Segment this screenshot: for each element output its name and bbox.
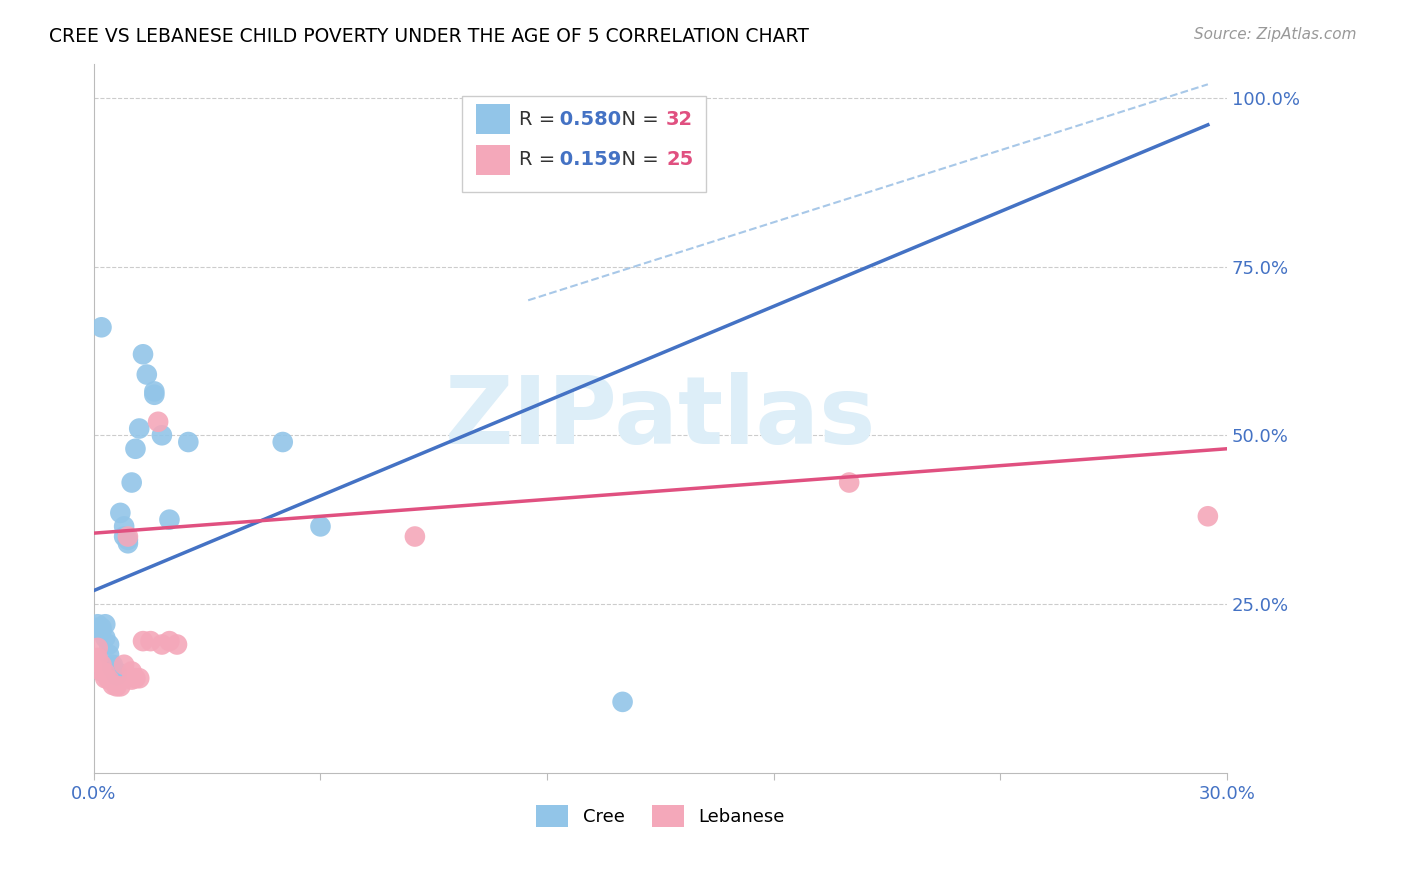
Point — [86, 651, 108, 665]
Point — [105, 665, 128, 679]
Text: Source: ZipAtlas.com: Source: ZipAtlas.com — [1194, 27, 1357, 42]
Point — [143, 384, 166, 399]
Point — [271, 435, 294, 450]
Point — [150, 428, 173, 442]
Point — [110, 506, 132, 520]
Legend: Cree, Lebanese: Cree, Lebanese — [529, 798, 792, 835]
Point — [101, 661, 124, 675]
Point — [94, 671, 117, 685]
Point — [132, 347, 155, 361]
Point — [90, 624, 112, 638]
Point — [159, 634, 181, 648]
Point — [94, 617, 117, 632]
Bar — [475, 145, 509, 175]
Point — [90, 665, 112, 679]
Point — [86, 621, 108, 635]
Point — [1197, 509, 1219, 524]
Point — [101, 678, 124, 692]
Text: N =: N = — [609, 110, 665, 128]
Text: 25: 25 — [666, 150, 693, 169]
Point — [612, 118, 634, 132]
Point — [105, 668, 128, 682]
Text: 0.580: 0.580 — [553, 110, 621, 128]
Point — [128, 671, 150, 685]
Text: R =: R = — [519, 110, 561, 128]
Point — [90, 621, 112, 635]
Point — [86, 640, 108, 655]
Text: N =: N = — [609, 150, 665, 169]
Point — [309, 519, 332, 533]
Bar — [475, 104, 509, 134]
Text: 32: 32 — [666, 110, 693, 128]
Text: ZIPatlas: ZIPatlas — [444, 372, 876, 465]
Point — [124, 442, 146, 456]
Point — [159, 513, 181, 527]
Point — [128, 421, 150, 435]
Point — [112, 657, 135, 672]
Point — [90, 320, 112, 334]
Point — [404, 529, 426, 543]
Text: R =: R = — [519, 150, 561, 169]
Point — [135, 368, 157, 382]
Point — [166, 638, 188, 652]
Point — [98, 648, 121, 662]
Point — [105, 679, 128, 693]
Point — [117, 536, 139, 550]
Point — [110, 679, 132, 693]
FancyBboxPatch shape — [463, 96, 706, 192]
Point — [838, 475, 860, 490]
Point — [112, 529, 135, 543]
Point — [117, 529, 139, 543]
Point — [94, 665, 117, 680]
Point — [612, 695, 634, 709]
Text: CREE VS LEBANESE CHILD POVERTY UNDER THE AGE OF 5 CORRELATION CHART: CREE VS LEBANESE CHILD POVERTY UNDER THE… — [49, 27, 808, 45]
Point — [98, 638, 121, 652]
Point — [117, 533, 139, 547]
Point — [112, 519, 135, 533]
Point — [101, 657, 124, 672]
Point — [177, 435, 200, 450]
Point — [150, 638, 173, 652]
Point — [146, 415, 169, 429]
Point — [86, 617, 108, 632]
Point — [121, 673, 143, 687]
Point — [139, 634, 162, 648]
Point — [121, 475, 143, 490]
Point — [121, 665, 143, 679]
Point — [94, 631, 117, 645]
Point — [98, 673, 121, 687]
Point — [90, 657, 112, 672]
Point — [132, 634, 155, 648]
Point — [124, 671, 146, 685]
Text: 0.159: 0.159 — [553, 150, 621, 169]
Point — [143, 388, 166, 402]
